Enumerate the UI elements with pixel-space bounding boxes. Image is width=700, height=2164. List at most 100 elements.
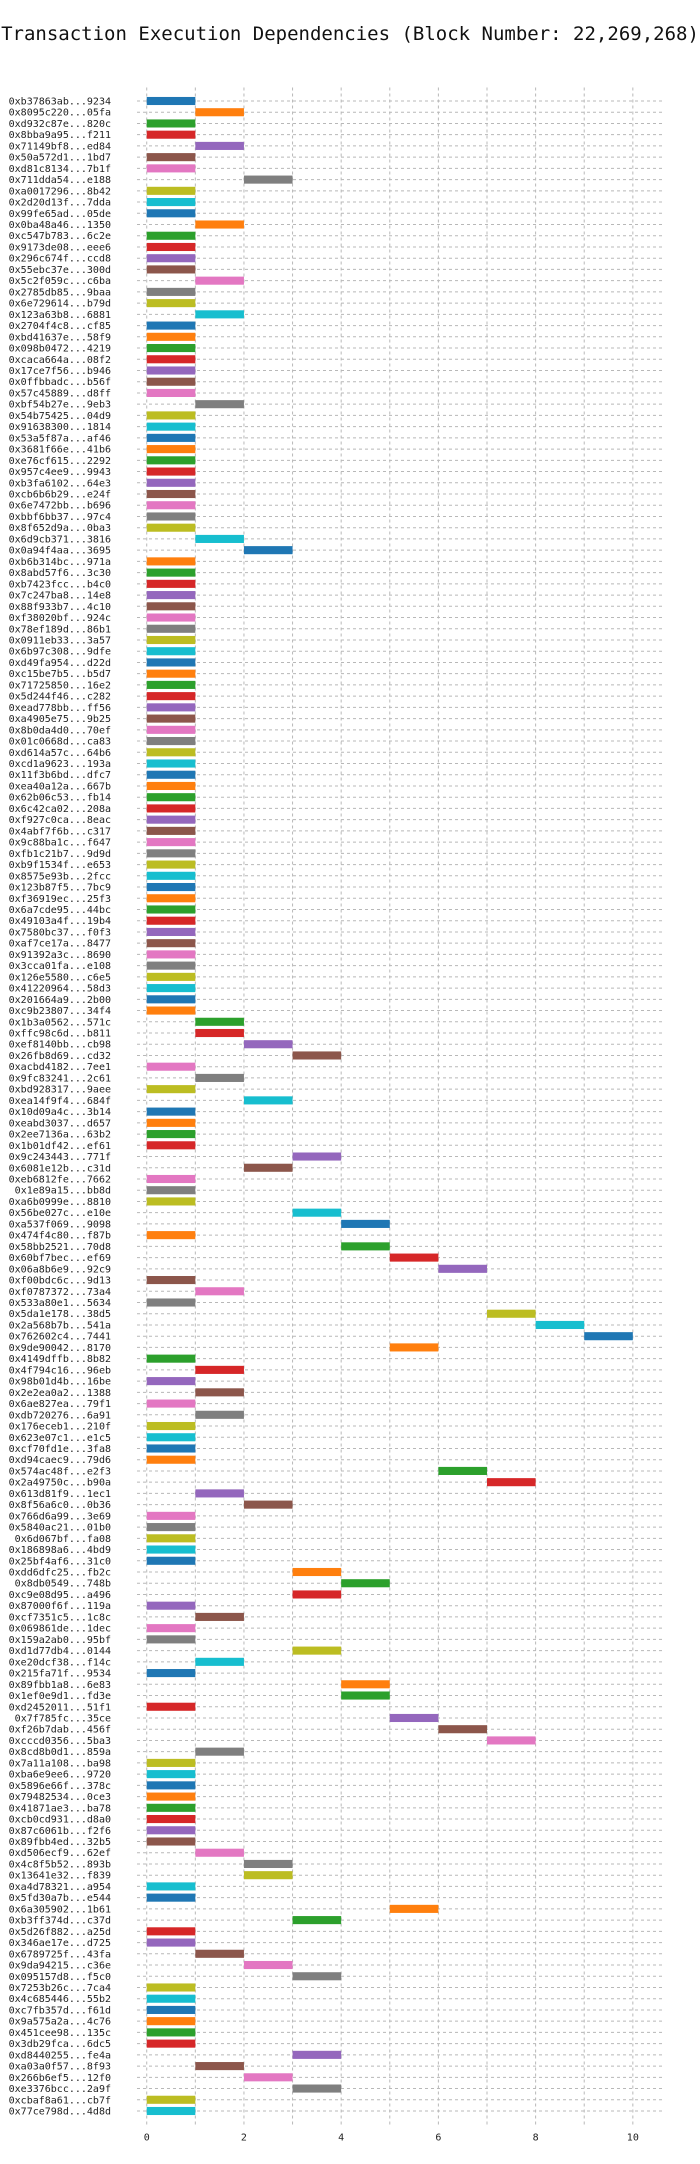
transaction-label: 0x41220964...58d3 <box>9 984 111 995</box>
transaction-bar <box>146 2005 196 2014</box>
transaction-bar <box>146 961 196 970</box>
transaction-bar <box>292 1590 342 1599</box>
transaction-bar <box>195 276 244 285</box>
transaction-bar <box>146 186 196 195</box>
transaction-bar <box>146 680 196 689</box>
transaction-label: 0x176eceb1...210f <box>9 1422 111 1433</box>
transaction-label: 0x79482534...0ce3 <box>9 1792 111 1803</box>
transaction-label: 0xbd41637e...58f9 <box>9 332 111 343</box>
transaction-bar <box>146 1781 196 1790</box>
transaction-bar <box>146 826 196 835</box>
transaction-bar <box>146 995 196 1004</box>
transaction-bar <box>341 1242 390 1251</box>
transaction-label: 0x53a5f87a...af46 <box>9 433 111 444</box>
transaction-label: 0xd8440255...fe4a <box>9 2050 111 2061</box>
transaction-label: 0x2a568b7b...541a <box>9 1320 111 1331</box>
transaction-bar <box>146 332 196 341</box>
transaction-bar <box>146 422 196 431</box>
transaction-label: 0xf26b7dab...456f <box>9 1725 111 1736</box>
transaction-label: 0xea40a12a...667b <box>9 781 111 792</box>
transaction-label: 0xcb0cd931...d8a0 <box>9 1815 111 1826</box>
transaction-bar <box>146 1433 196 1442</box>
transaction-label: 0x60bf7bec...ef69 <box>9 1253 111 1264</box>
transaction-bar <box>243 1163 293 1172</box>
transaction-label: 0x17ce7f56...b946 <box>9 366 111 377</box>
transaction-label: 0xd94caec9...79d6 <box>9 1455 111 1466</box>
transaction-bar <box>146 501 196 510</box>
transaction-bar <box>584 1332 633 1341</box>
transaction-label: 0x1b3a0562...571c <box>9 1017 111 1028</box>
transaction-label: 0x6e7472bb...b696 <box>9 501 111 512</box>
transaction-label: 0x13641e32...f839 <box>9 1871 111 1882</box>
transaction-bar <box>146 714 196 723</box>
transaction-bar <box>341 1219 390 1228</box>
transaction-bar <box>146 1601 196 1610</box>
transaction-label: 0xb9f1534f...e653 <box>9 860 111 871</box>
transaction-bar <box>146 1186 196 1195</box>
transaction-label: 0xcb6b6b29...e24f <box>9 490 111 501</box>
transaction-bar <box>195 1747 244 1756</box>
transaction-bar <box>146 1635 196 1644</box>
transaction-label: 0x3681f66e...41b6 <box>9 445 111 456</box>
transaction-bar <box>146 321 196 330</box>
transaction-bar <box>243 1096 293 1105</box>
transaction-bar <box>146 1298 196 1307</box>
transaction-bar <box>146 1983 196 1992</box>
transaction-bar <box>243 1040 293 1049</box>
bars-layer <box>146 96 633 2116</box>
transaction-bar <box>146 669 196 678</box>
transaction-label: 0x01c0668d...ca83 <box>9 737 111 748</box>
transaction-label: 0xa6b0999e...8810 <box>9 1197 111 1208</box>
transaction-label: 0x266b6ef5...12f0 <box>9 2073 111 2084</box>
transaction-label: 0xd1d77db4...0144 <box>9 1646 111 1657</box>
x-tick-labels: 0 2 4 6 8 10 <box>144 2132 639 2143</box>
transaction-bar <box>146 1669 196 1678</box>
transaction-label: 0x77ce798d...4d8d <box>9 2107 111 2118</box>
transaction-label: 0xead778bb...ff56 <box>9 703 111 714</box>
transaction-label: 0xa537f069...9098 <box>9 1219 111 1230</box>
transaction-bar <box>146 1758 196 1767</box>
transaction-bar <box>146 1938 196 1947</box>
transaction-bar <box>292 1051 342 1060</box>
transaction-label: 0x7580bc37...f0f3 <box>9 927 111 938</box>
transaction-bar <box>146 1399 196 1408</box>
transaction-bar <box>195 1489 244 1498</box>
x-tick-label: 8 <box>533 2132 539 2143</box>
transaction-bar <box>146 411 196 420</box>
transaction-bar <box>146 759 196 768</box>
transaction-label: 0xe3376bcc...2a9f <box>9 2084 111 2095</box>
transaction-label: 0x613d81f9...1ec1 <box>9 1489 111 1500</box>
x-tick-label: 2 <box>241 2132 247 2143</box>
transaction-bar <box>146 1354 196 1363</box>
x-tick-label: 6 <box>435 2132 441 2143</box>
transaction-bar <box>146 1803 196 1812</box>
transaction-label: 0x8db0549...748b <box>15 1579 111 1590</box>
transaction-label: 0x7f785fc...35ce <box>15 1713 111 1724</box>
transaction-label: 0x098b0472...4219 <box>9 344 111 355</box>
transaction-bar <box>146 647 196 656</box>
transaction-bar <box>195 400 244 409</box>
transaction-bar <box>146 2095 196 2104</box>
transaction-bar <box>146 984 196 993</box>
transaction-bar <box>146 815 196 824</box>
transaction-bar <box>195 534 244 543</box>
transaction-label: 0x215fa71f...9534 <box>9 1669 111 1680</box>
transaction-bar <box>243 1500 293 1509</box>
transaction-bar <box>146 265 196 274</box>
transaction-label: 0x5d244f46...c282 <box>9 692 111 703</box>
transaction-label: 0x766d6a99...3e69 <box>9 1511 111 1522</box>
transaction-bar <box>487 1736 536 1745</box>
transaction-bar <box>146 1174 196 1184</box>
transaction-bar <box>146 1927 196 1936</box>
transaction-label: 0x9a575a2a...4c76 <box>9 2017 111 2028</box>
transaction-bar <box>146 1792 196 1801</box>
transaction-label: 0xd932c87e...820c <box>9 119 111 130</box>
transaction-bar <box>146 1006 196 1015</box>
transaction-bar <box>146 2017 196 2026</box>
transaction-bar <box>146 748 196 757</box>
transaction-bar <box>146 1455 196 1464</box>
transaction-label: 0xeabd3037...d657 <box>9 1118 111 1129</box>
transaction-bar <box>146 1815 196 1824</box>
transaction-label: 0x1ef0e9d1...fd3e <box>9 1691 111 1702</box>
transaction-label: 0x91392a3c...8690 <box>9 950 111 961</box>
